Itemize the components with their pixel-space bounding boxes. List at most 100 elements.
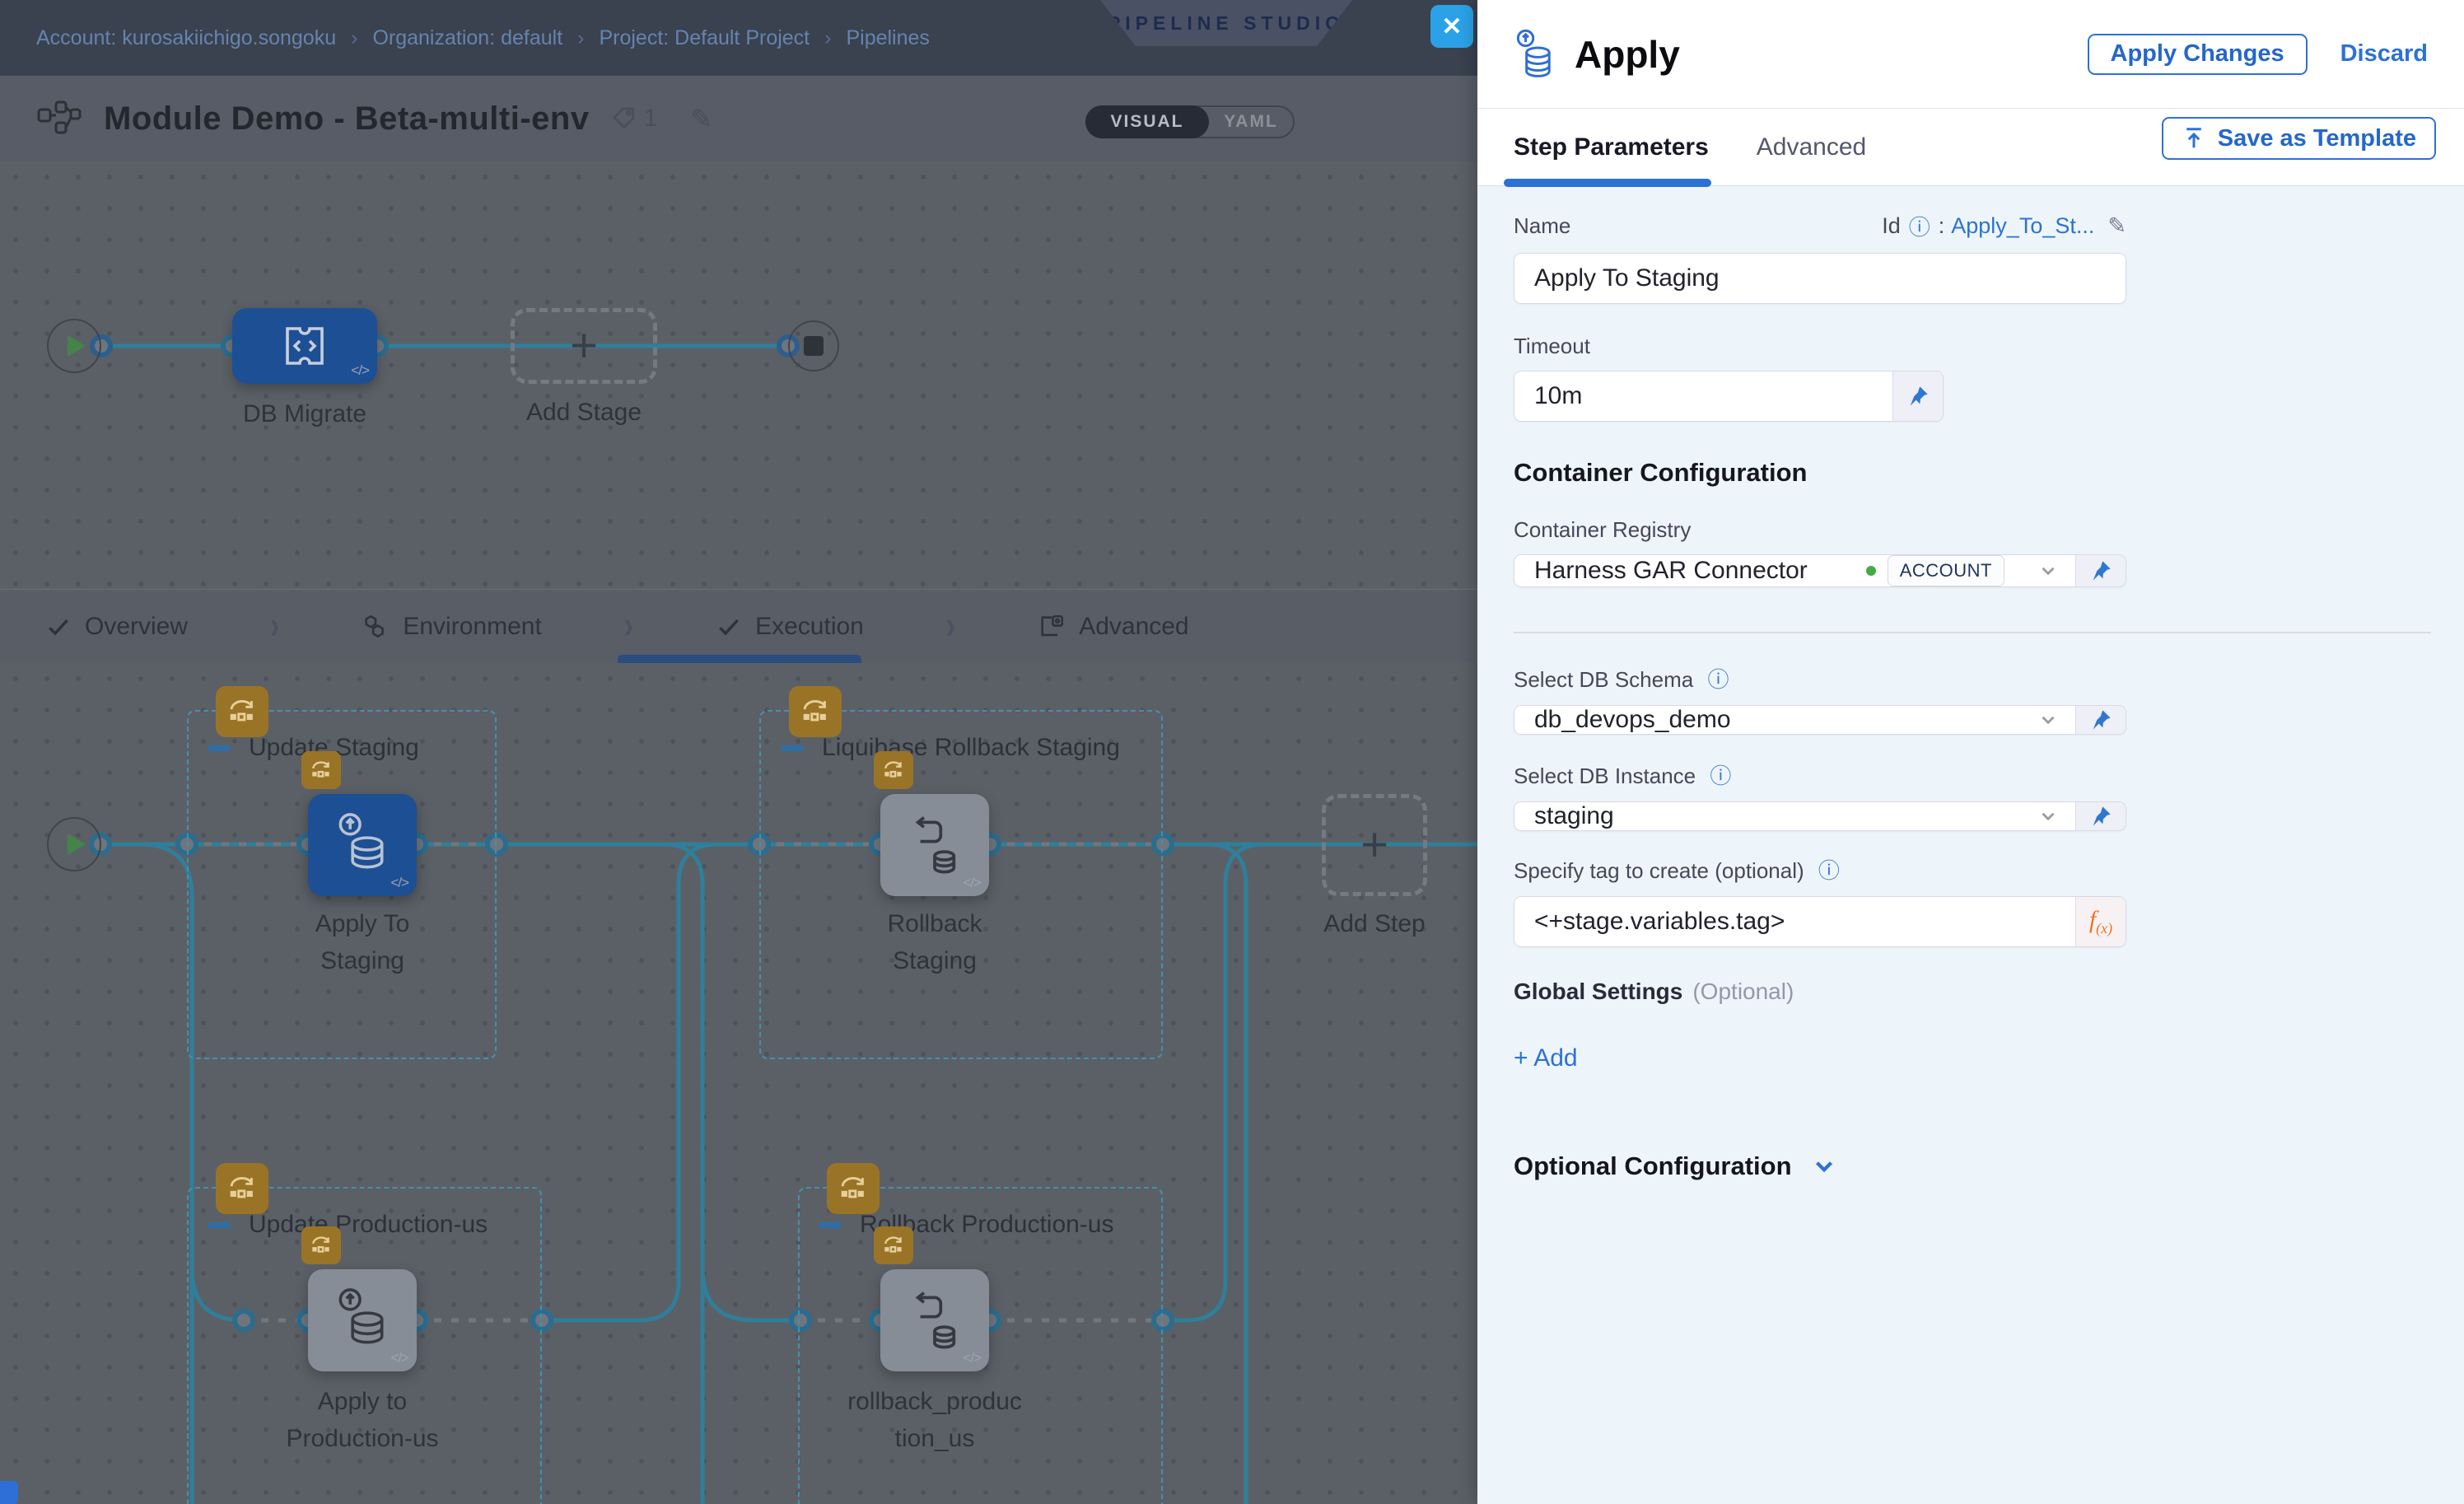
breadcrumb-project[interactable]: Project: Default Project: [599, 26, 810, 49]
code-marker: </>: [390, 875, 409, 890]
tab-step-advanced[interactable]: Advanced: [1756, 133, 1867, 161]
registry-pin-button[interactable]: [2075, 555, 2126, 586]
tab-step-parameters[interactable]: Step Parameters: [1514, 133, 1709, 161]
breadcrumb-organization[interactable]: Organization: default: [372, 26, 563, 49]
close-panel-button[interactable]: ✕: [1430, 5, 1473, 48]
group-header[interactable]: Liquibase Rollback Staging: [781, 734, 1120, 762]
group-header[interactable]: Rollback Production-us: [819, 1211, 1113, 1239]
stage-label: DB Migrate: [242, 400, 367, 427]
upload-icon: [2186, 128, 2201, 148]
info-icon[interactable]: ⓘ: [1908, 215, 1930, 240]
custom-stage-icon: [286, 327, 324, 365]
group-header[interactable]: Update Production-us: [208, 1211, 488, 1239]
pipeline-end-node: [788, 320, 839, 371]
db-devops-module-icon: [216, 1163, 268, 1214]
fx-icon: f(x): [2088, 906, 2113, 936]
toggle-yaml[interactable]: YAML: [1224, 112, 1278, 131]
global-settings-label: Global Settings: [1514, 979, 1683, 1004]
breadcrumb-pipelines[interactable]: Pipelines: [846, 26, 930, 49]
breadcrumb-account[interactable]: Account: kurosakiichigo.songoku: [36, 26, 337, 49]
step-label: Apply to: [317, 1388, 408, 1415]
panel-tabs: Step Parameters Advanced Save as Templat…: [1477, 109, 2464, 187]
toggle-visual[interactable]: VISUAL: [1085, 105, 1209, 138]
tag-input[interactable]: [1514, 897, 2075, 946]
step-group-liquibase-rollback-staging[interactable]: [759, 710, 1163, 1059]
timeout-pin-button[interactable]: [1892, 371, 1943, 421]
plus-icon: +: [570, 319, 598, 372]
tab-execution[interactable]: Execution: [716, 613, 864, 641]
info-icon[interactable]: ⓘ: [1707, 667, 1729, 692]
schema-dropdown-chevron[interactable]: [2037, 706, 2075, 734]
step-node-rollback-staging[interactable]: </>: [880, 794, 989, 896]
db-devops-module-icon: [789, 686, 842, 737]
step-label: rollback_produc: [847, 1388, 1022, 1415]
step-node-apply-to-production-us[interactable]: </>: [308, 1269, 417, 1371]
apply-step-icon: [1514, 29, 1556, 80]
db-schema-select[interactable]: db_devops_demo: [1514, 705, 2126, 735]
step-id-value[interactable]: Apply_To_St...: [1951, 213, 2095, 238]
advanced-icon: [1038, 613, 1066, 641]
db-instance-select[interactable]: staging: [1514, 801, 2126, 831]
step-label: Rollback: [887, 910, 982, 937]
collapse-icon[interactable]: [819, 1221, 842, 1228]
info-icon[interactable]: ⓘ: [1710, 764, 1732, 788]
container-registry-label: Container Registry: [1514, 517, 1692, 542]
expression-button[interactable]: f(x): [2075, 897, 2126, 946]
visual-yaml-toggle[interactable]: VISUAL YAML: [1085, 105, 1295, 138]
edit-id-icon[interactable]: ✎: [2107, 213, 2126, 238]
add-step-button[interactable]: +: [1322, 794, 1427, 896]
run-stage-button[interactable]: [47, 817, 101, 871]
id-separator: :: [1938, 213, 1945, 238]
run-pipeline-button[interactable]: [47, 319, 101, 373]
canvas-control-partial[interactable]: [0, 1481, 18, 1504]
discard-button[interactable]: Discard: [2340, 40, 2428, 67]
name-label: Name: [1514, 213, 1571, 238]
add-global-setting-link[interactable]: + Add: [1514, 1044, 1578, 1072]
instance-pin-button[interactable]: [2075, 802, 2126, 830]
add-stage-button[interactable]: +: [511, 308, 657, 384]
add-stage-label: Add Stage: [525, 399, 642, 426]
breadcrumb-separator: ›: [351, 26, 358, 49]
apply-changes-button[interactable]: Apply Changes: [2087, 33, 2308, 75]
plus-icon: +: [1360, 818, 1388, 871]
group-label: Update Production-us: [249, 1211, 488, 1238]
play-icon: [68, 834, 86, 855]
stop-icon: [804, 336, 824, 356]
db-devops-module-icon: [216, 686, 268, 737]
collapse-icon[interactable]: [781, 745, 804, 751]
tag-count[interactable]: 1: [611, 105, 657, 133]
tab-overview[interactable]: Overview: [45, 613, 188, 641]
timeout-input[interactable]: [1514, 371, 1892, 421]
name-input[interactable]: [1514, 254, 2126, 303]
step-parameters-form: Name Id ⓘ : Apply_To_St... ✎ Timeout: [1477, 186, 2464, 1504]
tab-environment[interactable]: Environment: [362, 613, 542, 641]
stage-node-db-migrate[interactable]: </>: [232, 308, 377, 384]
step-node-apply-to-staging[interactable]: </>: [308, 794, 417, 896]
code-marker: </>: [963, 1350, 982, 1366]
pipeline-name: Module Demo - Beta-multi-env: [104, 100, 590, 137]
schema-pin-button[interactable]: [2075, 706, 2126, 734]
registry-dropdown-chevron[interactable]: [2037, 555, 2075, 586]
step-group-update-staging[interactable]: [187, 710, 497, 1059]
optional-configuration-toggle[interactable]: Optional Configuration: [1514, 1151, 2464, 1181]
step-node-rollback-production-us[interactable]: </>: [880, 1269, 989, 1371]
step-label: Staging: [320, 947, 404, 974]
step-group-rollback-production-us[interactable]: [798, 1187, 1163, 1504]
apply-step-icon: [338, 1288, 384, 1344]
edit-pipeline-icon[interactable]: ✎: [690, 104, 713, 133]
instance-dropdown-chevron[interactable]: [2037, 802, 2075, 830]
tab-advanced[interactable]: Advanced: [1038, 613, 1189, 641]
collapse-icon[interactable]: [208, 745, 231, 751]
collapse-icon[interactable]: [208, 1221, 231, 1228]
pin-icon: [1910, 386, 1928, 406]
group-label: Liquibase Rollback Staging: [822, 734, 1120, 761]
step-group-update-production-us[interactable]: [187, 1187, 542, 1504]
save-as-template-button[interactable]: Save as Template: [2161, 117, 2436, 160]
apply-step-icon: [338, 813, 384, 869]
db-instance-label: Select DB Instance ⓘ: [1514, 764, 1732, 788]
timeout-field-group: [1514, 371, 1944, 422]
container-registry-field[interactable]: Harness GAR Connector ACCOUNT: [1514, 554, 2126, 587]
chevron-down-icon: [1815, 1161, 1832, 1173]
tab-separator: ›: [945, 604, 956, 648]
info-icon[interactable]: ⓘ: [1818, 858, 1840, 883]
